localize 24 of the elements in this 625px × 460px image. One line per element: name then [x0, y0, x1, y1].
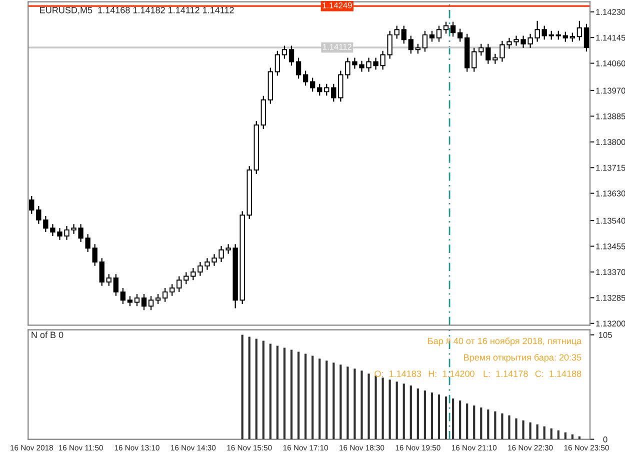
y-tick-label: 1.13885 [596, 113, 625, 120]
y-tick-label: 1.13540 [596, 218, 625, 224]
y-tick-label: 1.13630 [596, 190, 625, 196]
ref-line-label: 1.14249 [322, 2, 352, 8]
y-tick-label: 1.13800 [596, 139, 625, 145]
y-tick-label: 1.14060 [596, 60, 625, 66]
annotation: O: 1.14183 [374, 370, 422, 377]
y-tick-label: 1.13970 [596, 88, 625, 94]
annotation: Время открытия бара: 20:35 [464, 354, 582, 362]
y-tick-label: 1.13285 [596, 294, 625, 301]
annotation: C: 1.14188 [535, 370, 582, 377]
y-tick-label: 1.13370 [596, 269, 625, 276]
annotation: Бар # 40 от 16 ноября 2018, пятница [428, 337, 582, 346]
y-tick-label: 1.14230 [596, 9, 625, 15]
chart-title: N of B 0 [32, 331, 64, 338]
y-tick-label: 1.13200 [596, 320, 625, 327]
annotation: L: 1.14178 [484, 370, 528, 377]
y-tick-label: 105 [598, 332, 612, 338]
y-tick-label: 1.13455 [596, 243, 625, 250]
chart-title: EURUSD,M5 1.14168 1.14182 1.14112 1.14112 [40, 6, 234, 14]
y-tick-label: 1.13715 [596, 164, 625, 171]
y-tick-label: 0 [603, 436, 608, 442]
y-tick-label: 1.14145 [596, 34, 625, 41]
annotation: H: 1.14200 [428, 370, 474, 377]
